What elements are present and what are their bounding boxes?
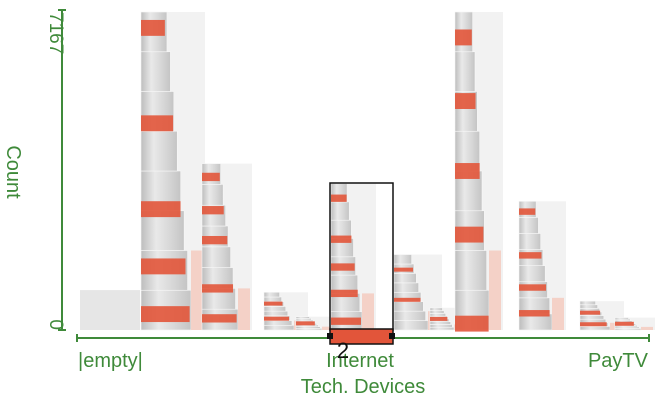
bar-segment[interactable] — [393, 301, 424, 312]
bar-segment[interactable] — [518, 265, 546, 283]
bars-layer — [80, 11, 655, 332]
highlight-band — [430, 316, 448, 321]
bar-segment[interactable] — [429, 313, 447, 317]
highlight-band — [455, 29, 472, 46]
selection-handle-right[interactable] — [389, 333, 395, 339]
bar-segment[interactable] — [393, 273, 417, 284]
bar-segment[interactable] — [263, 291, 280, 298]
highlight-band — [331, 263, 355, 271]
bar-segment[interactable] — [263, 310, 289, 317]
bar-segment[interactable] — [518, 233, 541, 250]
highlight-band — [519, 284, 547, 291]
y-tick-zero: 0 — [45, 319, 66, 330]
bar-segment[interactable] — [330, 201, 350, 221]
highlight-band — [264, 301, 283, 306]
bar-segment[interactable] — [579, 304, 598, 309]
bar-segment[interactable] — [429, 324, 453, 328]
highlight-band — [331, 317, 361, 325]
highlight-soft — [641, 326, 653, 330]
bar-segment[interactable] — [579, 315, 605, 320]
highlight-soft — [191, 250, 203, 330]
selection-handle-left[interactable] — [327, 333, 333, 339]
bar-segment[interactable] — [579, 300, 596, 306]
highlight-band — [455, 315, 489, 332]
bar-segment[interactable] — [393, 310, 426, 321]
highlight-band — [141, 115, 174, 132]
y-axis-label: Count — [2, 145, 24, 199]
highlight-band — [264, 316, 290, 321]
bar-segment[interactable] — [518, 217, 539, 234]
highlight-band — [580, 310, 601, 315]
highlight-band — [141, 19, 165, 36]
bar-segment[interactable] — [429, 321, 452, 325]
x-tick-internet[interactable]: Internet — [326, 350, 394, 372]
highlight-soft — [238, 288, 250, 330]
bar-segment[interactable] — [263, 296, 282, 303]
highlight-soft — [322, 326, 334, 330]
bar-segment[interactable] — [201, 246, 231, 268]
bar-segment[interactable] — [140, 210, 185, 251]
selection-group[interactable]: 2 — [327, 182, 395, 363]
highlight-band — [519, 208, 536, 215]
bar-segment[interactable] — [429, 310, 445, 314]
bar-segment[interactable] — [263, 324, 295, 331]
highlight-band — [141, 201, 181, 218]
bar-segment[interactable] — [429, 307, 443, 311]
highlight-band — [580, 322, 607, 327]
highlight-band — [331, 194, 347, 202]
highlight-soft — [489, 250, 501, 330]
highlight-band — [141, 258, 186, 275]
highlight-band — [202, 206, 224, 215]
bar-segment[interactable] — [263, 306, 287, 312]
bar-segment[interactable] — [140, 130, 178, 172]
bar-segment[interactable] — [263, 320, 293, 326]
bar-segment[interactable] — [579, 326, 611, 331]
highlight-band — [202, 314, 237, 323]
y-tick-max: 7167 — [45, 12, 66, 54]
bar-segment[interactable] — [454, 250, 487, 291]
bar-segment[interactable] — [295, 316, 310, 319]
highlight-band — [519, 252, 542, 259]
highlight-band — [141, 306, 190, 323]
highlight-band — [202, 172, 220, 182]
bar-segment[interactable] — [201, 184, 224, 206]
highlight-band — [296, 321, 315, 326]
bar-segment[interactable] — [393, 320, 429, 331]
highlight-band — [455, 163, 480, 179]
bar-segment[interactable] — [614, 317, 629, 320]
bar-segment[interactable] — [454, 51, 476, 92]
highlight-band — [331, 289, 358, 298]
highlight-band — [615, 321, 634, 326]
highlight-soft — [552, 297, 564, 330]
highlight-band — [202, 284, 234, 293]
highlight-soft — [362, 293, 374, 330]
x-tick-paytv[interactable]: PayTV — [588, 350, 649, 372]
bar-empty[interactable] — [80, 290, 140, 330]
highlight-band — [202, 235, 228, 245]
highlight-band — [455, 93, 476, 109]
bar-segment[interactable] — [140, 51, 171, 92]
x-axis-label: Tech. Devices — [301, 376, 426, 398]
selection-label: 2 — [337, 338, 349, 363]
bar-segment[interactable] — [393, 282, 419, 293]
highlight-band — [394, 297, 421, 302]
highlight-band — [455, 226, 484, 243]
bar-segment[interactable] — [429, 326, 455, 331]
highlight-band — [394, 267, 414, 272]
highlight-band — [519, 310, 550, 317]
x-tick-empty[interactable]: |empty| — [78, 350, 143, 372]
bar-segment[interactable] — [393, 254, 412, 265]
highlight-band — [331, 235, 352, 243]
